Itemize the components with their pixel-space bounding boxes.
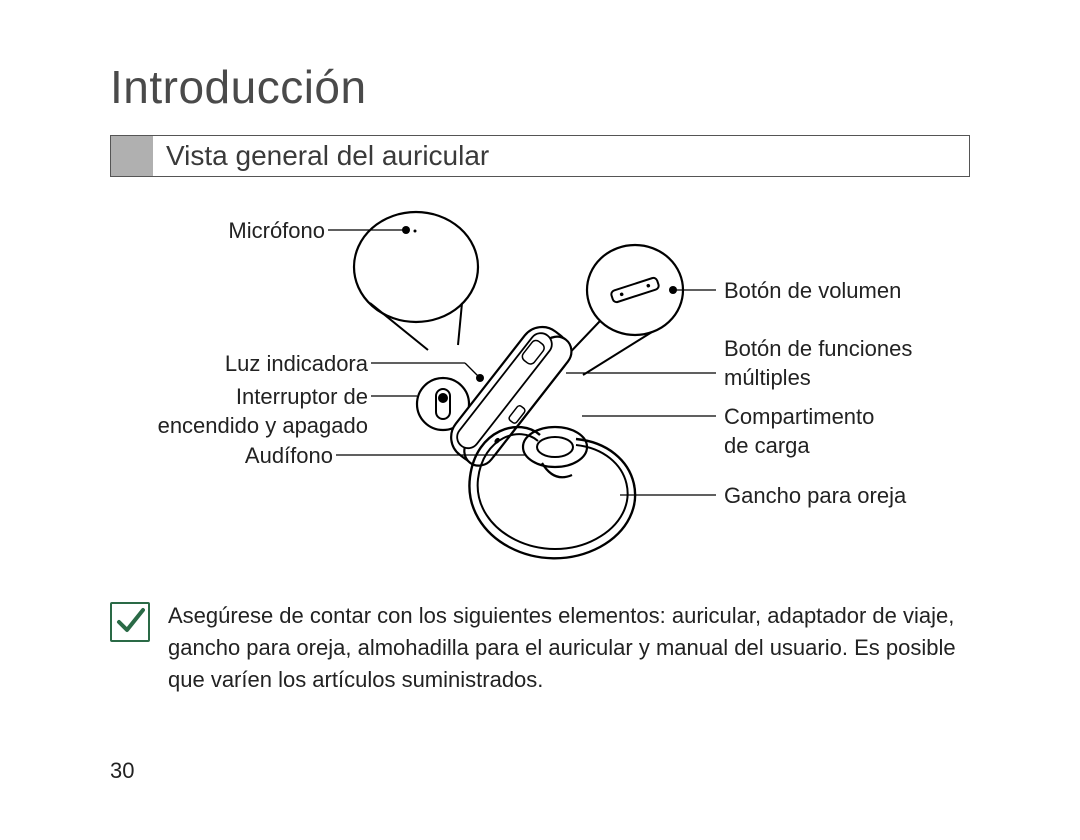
checkmark-icon <box>110 602 150 642</box>
label-earphone: Audífono <box>245 442 333 471</box>
manual-page: Introducción Vista general del auricular <box>0 0 1080 840</box>
headset-diagram: Micrófono Luz indicadora Interruptor de … <box>110 195 970 565</box>
label-charge-compartment: Compartimento de carga <box>724 403 874 460</box>
page-title: Introducción <box>110 60 367 114</box>
note-text: Asegúrese de contar con los siguientes e… <box>168 600 970 696</box>
label-indicator-light: Luz indicadora <box>225 350 368 379</box>
label-volume-button: Botón de volumen <box>724 277 901 306</box>
section-swatch <box>111 136 153 176</box>
label-power-switch-line1: Interruptor de <box>236 384 368 409</box>
note-row: Asegúrese de contar con los siguientes e… <box>110 600 970 696</box>
page-number: 30 <box>110 758 134 784</box>
label-microphone: Micrófono <box>228 217 325 246</box>
label-power-switch: Interruptor de encendido y apagado <box>158 383 368 440</box>
section-header: Vista general del auricular <box>110 135 970 177</box>
label-multi-button-line1: Botón de funciones <box>724 336 912 361</box>
label-multi-button-line2: múltiples <box>724 365 811 390</box>
label-charge-line1: Compartimento <box>724 404 874 429</box>
label-charge-line2: de carga <box>724 433 810 458</box>
label-ear-hook: Gancho para oreja <box>724 482 906 511</box>
label-power-switch-line2: encendido y apagado <box>158 413 368 438</box>
section-title: Vista general del auricular <box>166 140 489 172</box>
label-multi-button: Botón de funciones múltiples <box>724 335 912 392</box>
